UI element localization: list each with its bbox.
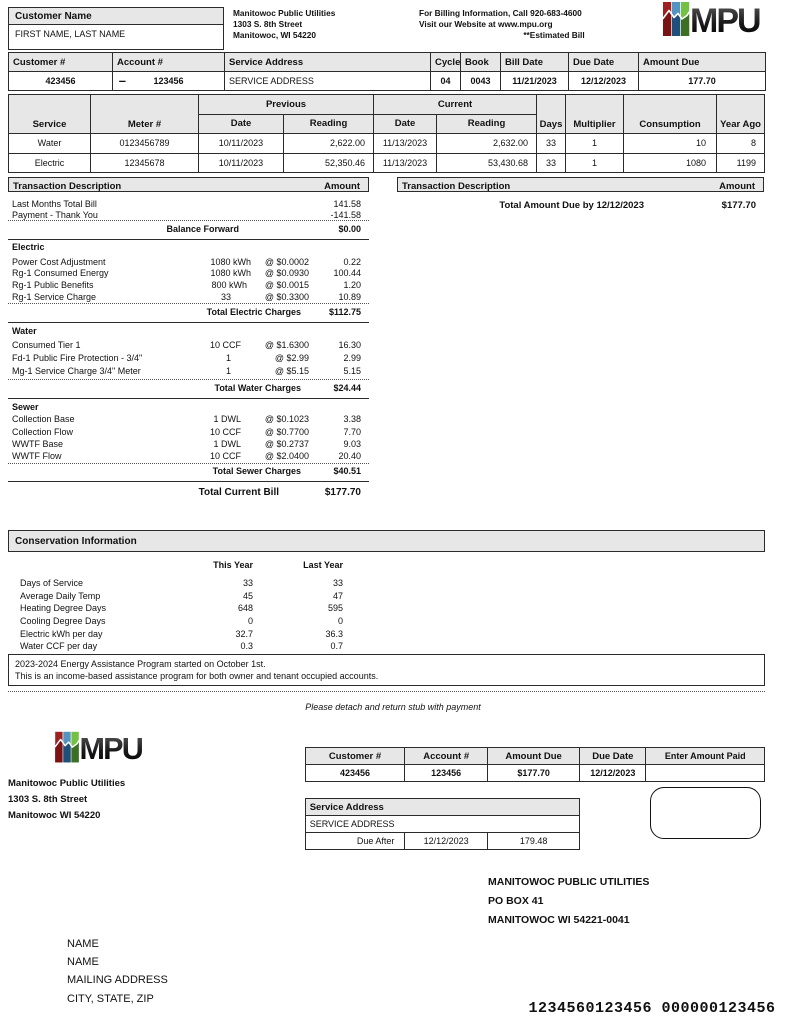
svg-text:MPU: MPU [690, 2, 760, 40]
svg-text:MPU: MPU [80, 732, 143, 766]
